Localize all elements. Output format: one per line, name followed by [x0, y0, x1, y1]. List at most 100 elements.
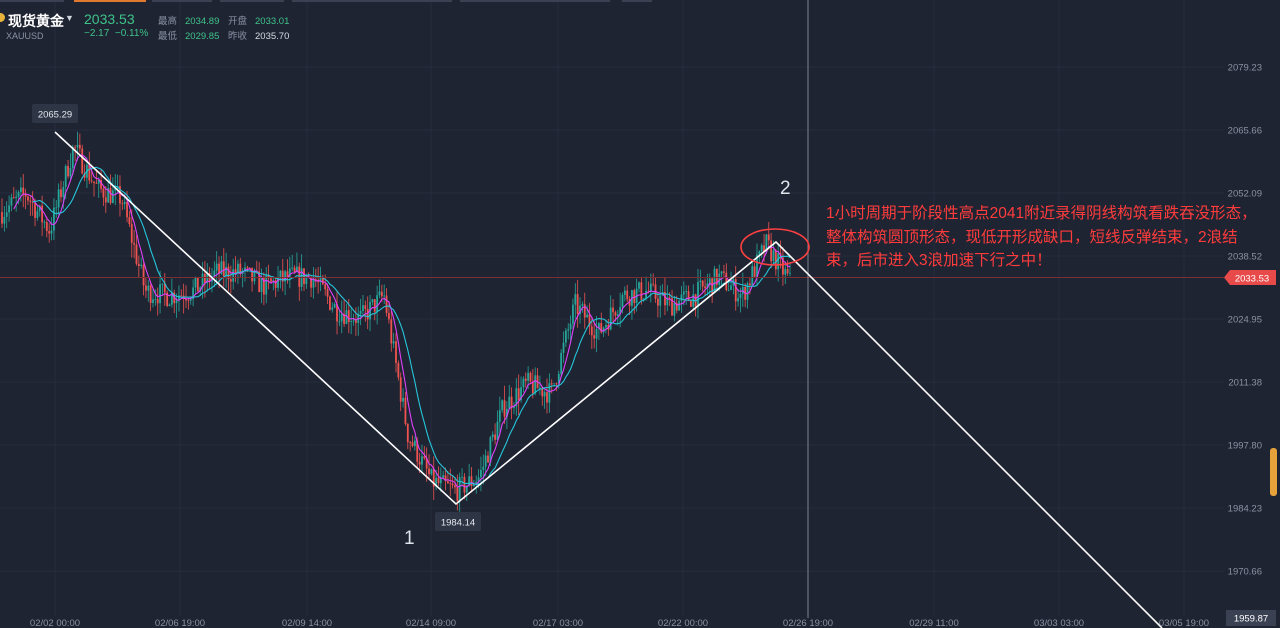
candle-body — [253, 271, 256, 282]
candle-body — [246, 267, 249, 269]
candle-body — [133, 242, 136, 245]
candle-body — [756, 254, 758, 277]
chevron-down-icon[interactable]: ▼ — [65, 13, 74, 23]
candle-body — [751, 266, 754, 286]
x-tick-label: 02/22 00:00 — [658, 618, 708, 628]
candle-body — [701, 280, 704, 287]
tab-indicator[interactable] — [292, 0, 452, 2]
candle-body — [416, 440, 419, 462]
candle-body — [621, 294, 624, 308]
candle-body — [159, 284, 161, 304]
candle-body — [397, 362, 400, 378]
candle-body — [130, 224, 133, 243]
x-tick-label: 03/05 19:00 — [1159, 618, 1209, 628]
candle-body — [119, 186, 121, 204]
candle-body — [34, 202, 36, 218]
candle-body — [19, 187, 22, 193]
active-tab-indicator[interactable] — [74, 0, 146, 2]
tab-indicator[interactable] — [220, 0, 284, 2]
candle-body — [626, 290, 629, 300]
candle-body — [319, 277, 322, 283]
candle-body — [704, 286, 706, 289]
candle-body — [671, 298, 673, 316]
candle-body — [123, 201, 126, 205]
candle-body — [218, 263, 220, 274]
tab-indicator[interactable] — [152, 0, 212, 2]
low-price-text: 1984.14 — [441, 518, 475, 529]
candle-body — [296, 266, 298, 272]
candle-body — [43, 222, 46, 223]
symbol-name[interactable]: 现货黄金 — [8, 13, 64, 29]
x-axis: 02/02 00:00 02/06 19:00 02/09 14:00 02/14 0… — [30, 618, 1209, 628]
candle-body — [286, 271, 289, 278]
scrollbar-handle[interactable] — [1270, 448, 1277, 496]
y-tick-label: 2038.52 — [1228, 252, 1262, 263]
candle-body — [430, 469, 433, 475]
candle-body — [465, 485, 468, 493]
candle-body — [461, 476, 463, 478]
candle-body — [602, 327, 605, 333]
candle-body — [215, 263, 218, 271]
candle-body — [484, 455, 487, 467]
candlestick-series — [1, 131, 791, 512]
tab-indicator[interactable] — [0, 0, 64, 2]
stat-open: 开盘 2033.01 — [228, 16, 290, 27]
candle-body — [678, 300, 681, 311]
candle-body — [680, 294, 683, 301]
candle-body — [562, 342, 565, 353]
x-tick-label: 02/14 09:00 — [406, 618, 456, 628]
candle-body — [27, 196, 29, 201]
candle-body — [350, 321, 353, 323]
candle-body — [340, 313, 343, 322]
candle-body — [31, 202, 34, 203]
candle-body — [321, 277, 324, 285]
candle-body — [423, 456, 426, 459]
candle-body — [392, 341, 395, 344]
candle-body — [17, 192, 20, 197]
candle-body — [83, 173, 86, 178]
candle-body — [656, 298, 659, 306]
candle-body — [491, 434, 494, 438]
wave-2-label: 2 — [780, 178, 791, 199]
candle-body — [81, 148, 84, 174]
candle-body — [503, 400, 506, 417]
change-percent: −0.11% — [114, 28, 149, 39]
candle-body — [229, 279, 232, 282]
candle-body — [489, 437, 492, 463]
candle-body — [574, 294, 577, 305]
candle-body — [442, 475, 445, 478]
stat-high: 最高 2034.89 — [158, 16, 220, 27]
candle-body — [399, 377, 402, 402]
candle-body — [640, 282, 643, 300]
candle-body — [274, 280, 277, 288]
candle-body — [126, 201, 128, 218]
candle-body — [354, 320, 357, 323]
candle-body — [605, 324, 607, 328]
candle-body — [652, 283, 655, 285]
candle-body — [53, 207, 55, 231]
candle-body — [312, 279, 315, 288]
candle-body — [649, 283, 652, 292]
candle-body — [352, 320, 355, 322]
tab-indicator[interactable] — [622, 0, 652, 2]
candle-body — [432, 469, 435, 487]
candle-body — [128, 217, 131, 225]
candle-body — [458, 477, 461, 501]
y-tick-label: 2011.38 — [1228, 378, 1262, 389]
candle-body — [220, 261, 223, 274]
candle-body — [576, 294, 579, 314]
candle-body — [413, 440, 416, 447]
crosshair-price-text: 1959.87 — [1234, 614, 1268, 625]
candle-body — [329, 296, 331, 310]
candle-body — [41, 205, 44, 223]
candle-body — [581, 304, 584, 306]
tab-indicator[interactable] — [460, 0, 610, 2]
price-change: −2.17 −0.11% — [84, 28, 148, 39]
candle-body — [166, 292, 169, 306]
candle-body — [267, 275, 270, 279]
candle-body — [55, 207, 58, 209]
candle-body — [383, 295, 386, 297]
candle-body — [29, 200, 32, 203]
candle-body — [178, 295, 180, 301]
